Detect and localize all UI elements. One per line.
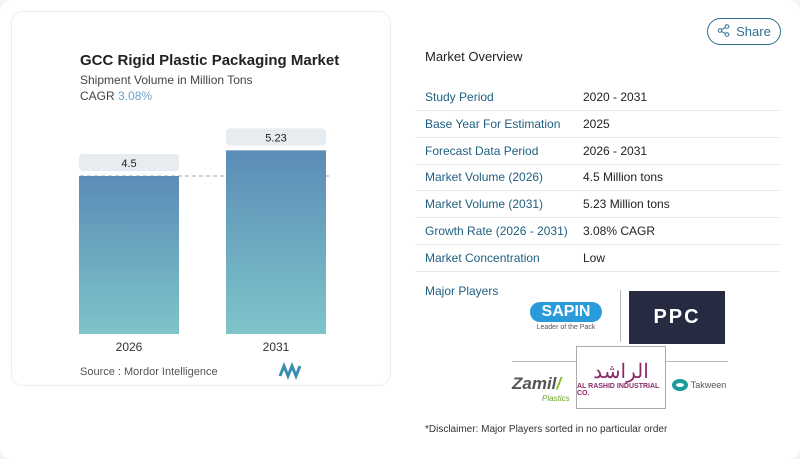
overview-row: Forecast Data Period 2026 - 2031 [415,138,780,165]
overview-value: 2026 - 2031 [583,143,648,158]
data-label: 5.23 [265,132,286,144]
chart-title: GCC Rigid Plastic Packaging Market [80,52,340,69]
chart-panel [11,11,391,386]
cagr-label: CAGR [80,89,115,103]
overview-key: Market Volume (2026) [425,170,544,185]
sapin-tagline: Leader of the Pack [536,323,596,331]
logo-takween: Takween [668,363,730,407]
cagr-value: 3.08% [118,89,153,103]
major-players-label: Major Players [425,284,499,298]
overview-key: Study Period [425,90,494,104]
overview-key: Market Concentration [425,250,540,265]
overview-row: Market Concentration Low [415,245,780,272]
overview-value: 2020 - 2031 [583,90,648,104]
overview-row: Market Volume (2031) 5.23 Million tons [415,191,780,219]
share-label: Share [736,24,771,39]
x-tick-label: 2031 [263,340,290,354]
overview-key: Base Year For Estimation [425,116,561,131]
x-tick-label: 2026 [116,340,143,354]
overview-value: 3.08% CAGR [583,224,656,238]
overview-value: Low [583,250,606,265]
overview-row: Market Volume (2026) 4.5 Million tons [415,164,780,192]
chart-subtitle: Shipment Volume in Million Tons [80,73,253,87]
zamil-tagline: Plastics [542,393,570,403]
logo-ppc: PPC [629,291,725,344]
overview-value: 5.23 Million tons [583,197,670,212]
overview-row: Base Year For Estimation 2025 [415,111,780,138]
overview-title: Market Overview [425,49,523,64]
overview-key: Forecast Data Period [425,143,539,158]
logo-zamil: Zamil/ Plastics [512,368,574,408]
bar-2026 [79,176,179,334]
overview-key: Market Volume (2031) [425,197,544,212]
source: Source : Mordor Intelligence [80,366,218,378]
overview-value: 2025 [583,116,610,131]
bar-2031 [226,150,326,334]
overview-row: Growth Rate (2026 - 2031) 3.08% CAGR [415,218,780,245]
data-label-box [79,154,179,171]
share-button[interactable]: Share [707,18,781,45]
logo-sapin: SAPIN Leader of the Pack [522,292,610,340]
disclaimer: *Disclaimer: Major Players sorted in no … [425,424,668,435]
al-rashid-text: AL RASHID INDUSTRIAL CO. [577,382,660,397]
data-label: 4.5 [121,158,136,170]
overview-row: Study Period 2020 - 2031 [415,84,780,111]
sapin-logo-text: SAPIN [529,301,603,322]
overview-key: Growth Rate (2026 - 2031) [425,224,568,238]
cagr: CAGR 3.08% [80,89,152,103]
zamil-logo-text: Zamil/ [512,373,562,393]
logo-al-rashid: الراشد AL RASHID INDUSTRIAL CO. [576,346,666,409]
ppc-logo-text: PPC [653,306,701,328]
data-label-box [226,128,326,146]
overview-value: 4.5 Million tons [583,170,664,185]
takween-text: Takween [690,380,727,390]
share-icon [717,23,730,40]
